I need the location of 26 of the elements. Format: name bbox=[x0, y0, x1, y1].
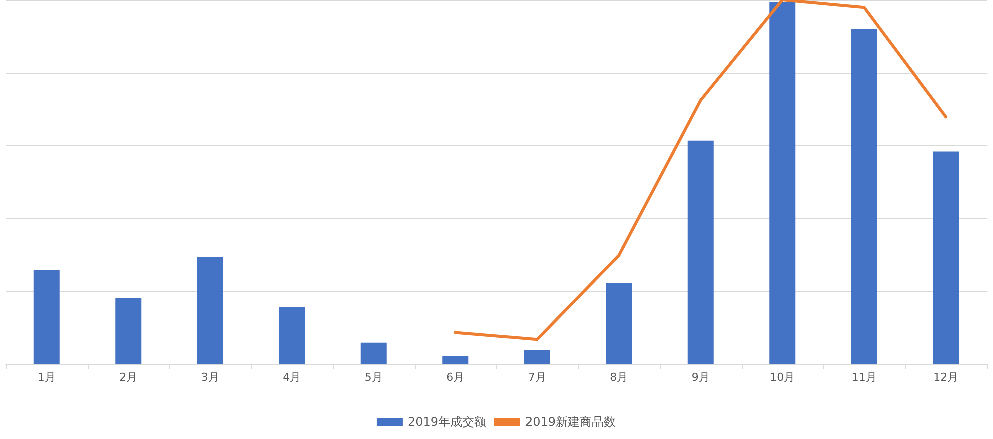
bar bbox=[688, 140, 714, 364]
bar bbox=[360, 342, 387, 364]
x-tick-label: 7月 bbox=[528, 371, 546, 384]
x-tick-label: 3月 bbox=[201, 371, 220, 384]
x-tick-label: 1月 bbox=[38, 371, 56, 384]
bar bbox=[34, 270, 60, 364]
x-tick-label: 11月 bbox=[852, 371, 877, 384]
x-tick-label: 2月 bbox=[120, 371, 138, 384]
x-tick-label: 5月 bbox=[364, 371, 383, 384]
x-tick-label: 10月 bbox=[770, 371, 796, 384]
bar bbox=[933, 152, 960, 364]
x-tick-label: 6月 bbox=[446, 371, 465, 384]
bar bbox=[279, 307, 306, 364]
bar bbox=[606, 284, 632, 364]
bar bbox=[851, 29, 878, 364]
bar bbox=[524, 350, 550, 364]
x-tick-label: 9月 bbox=[692, 371, 710, 384]
legend-label: 2019新建商品数 bbox=[526, 415, 616, 429]
bar bbox=[442, 356, 469, 364]
x-tick-label: 4月 bbox=[283, 371, 302, 384]
x-tick-label: 12月 bbox=[934, 371, 959, 384]
legend-label: 2019年成交额 bbox=[408, 415, 487, 429]
bar bbox=[770, 2, 796, 364]
x-tick-label: 8月 bbox=[610, 371, 628, 384]
bar bbox=[116, 298, 142, 364]
bar bbox=[197, 256, 224, 364]
